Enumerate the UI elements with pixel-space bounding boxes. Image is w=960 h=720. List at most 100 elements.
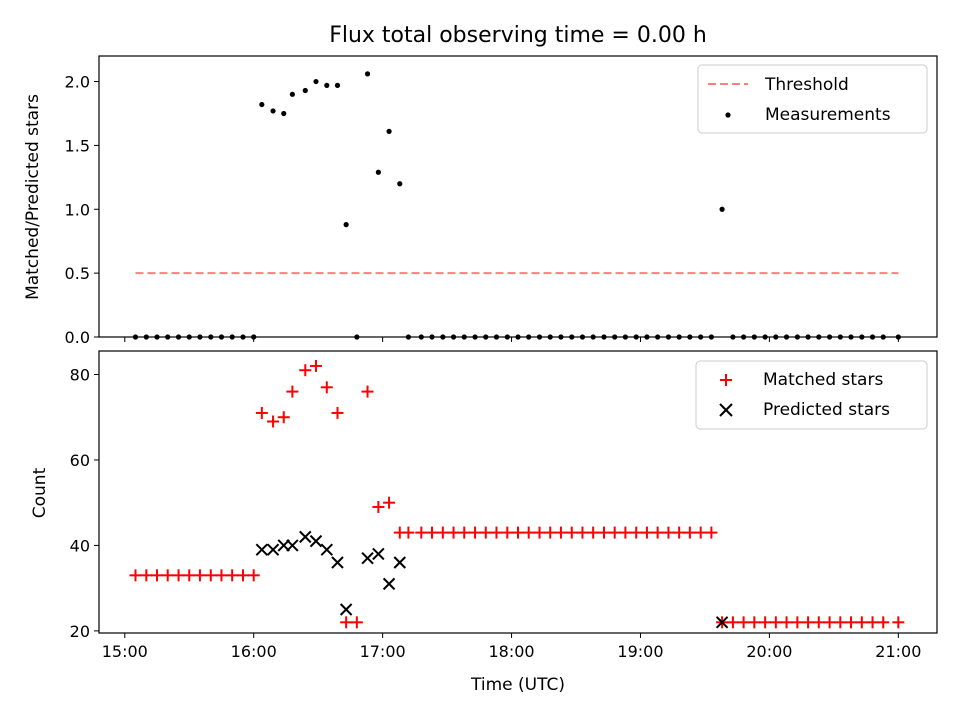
y-tick-label: 1.5 (65, 136, 90, 155)
measurement-point (324, 82, 330, 88)
matched-star-point (383, 496, 396, 509)
x-axis-label: Time (UTC) (470, 675, 565, 695)
count-axis-ticks: 15:00 16:00 17:00 18:00 19:00 20:00 21:00 20 40 6… (70, 366, 922, 662)
matched-star-point (501, 526, 514, 539)
predicted-legend-label: Predicted stars (763, 400, 890, 420)
matched-star-point (436, 526, 449, 539)
matched-star-point (447, 526, 460, 539)
matched-star-point (372, 500, 385, 513)
matched-star-point (855, 616, 868, 629)
count-panel: 15:00 16:00 17:00 18:00 19:00 20:00 21:00 20 40 6… (30, 350, 938, 695)
matched-star-point (512, 526, 524, 539)
matched-star-point (361, 385, 374, 398)
matched-star-point (309, 359, 322, 372)
matched-star-point (247, 569, 260, 582)
measurement-point (302, 87, 308, 94)
matched-star-point (866, 616, 879, 629)
matched-star-point (576, 526, 589, 539)
matched-star-point (544, 526, 557, 539)
count-plot-area (129, 359, 905, 629)
count-legend: Matched stars Predicted stars (695, 360, 928, 430)
matched-star-point (726, 616, 739, 629)
matched-star-point (737, 616, 750, 629)
predicted-star-point (339, 603, 353, 616)
matched-star-point (255, 406, 268, 419)
matched-star-point (277, 411, 290, 424)
matched-star-point (597, 526, 610, 539)
predicted-star-point (331, 556, 344, 569)
x-tick-label: 17:00 (360, 642, 406, 661)
matched-star-point (823, 616, 836, 629)
matched-star-point (193, 569, 206, 582)
matched-star-point (608, 526, 621, 539)
matched-star-point (331, 406, 344, 419)
predicted-star-point (393, 556, 406, 569)
matched-star-point (267, 415, 280, 428)
ratio-axes-frame (98, 55, 938, 338)
matched-star-point (651, 526, 664, 539)
matched-star-point (286, 385, 299, 398)
matched-star-point (469, 526, 482, 539)
predicted-legend-swatch (719, 403, 733, 417)
matched-star-point (683, 526, 696, 539)
count-axes-frame (98, 350, 938, 634)
predicted-star-point (286, 539, 299, 552)
matched-star-point (522, 526, 535, 539)
matched-star-point (587, 526, 600, 539)
matched-star-point (458, 526, 471, 539)
y-tick-label: 0.0 (65, 328, 90, 347)
matched-star-point (748, 616, 761, 629)
ratio-legend-box (697, 64, 928, 134)
matched-legend-label: Matched stars (763, 370, 883, 390)
matched-star-point (759, 616, 772, 629)
matched-legend-swatch (720, 374, 732, 386)
matched-star-point (533, 526, 546, 539)
measurement-point (343, 222, 349, 228)
matched-star-point (490, 526, 503, 539)
measurement-point (334, 82, 341, 88)
measurement-point (289, 91, 295, 97)
matched-star-point (350, 616, 363, 629)
threshold-legend-label: Threshold (764, 75, 849, 95)
x-tick-label: 16:00 (231, 642, 277, 661)
matched-star-point (780, 616, 793, 629)
matched-star-point (479, 526, 492, 539)
matched-star-point (151, 569, 164, 582)
matched-star-point (226, 569, 239, 582)
predicted-star-point (266, 543, 280, 556)
matched-star-point (769, 616, 782, 629)
predicted-star-point (372, 547, 385, 561)
measurements-legend-swatch (725, 112, 731, 118)
matched-star-point (554, 526, 567, 539)
matched-star-point (237, 569, 250, 582)
matched-star-point (673, 526, 686, 539)
matched-star-point (161, 569, 174, 582)
matched-star-point (340, 616, 353, 629)
matched-star-point (892, 616, 905, 629)
y-tick-label: 80 (70, 366, 90, 385)
ratio-panel: Flux total observing time = 0.00 h 0.0 0.… (23, 23, 938, 347)
predicted-star-point (320, 543, 334, 556)
matched-star-point (845, 616, 858, 629)
measurement-point (397, 181, 403, 187)
y-tick-label: 40 (70, 536, 90, 555)
matched-star-point (877, 616, 890, 629)
predicted-star-point (382, 577, 396, 591)
matched-star-point (802, 616, 815, 629)
x-tick-label: 21:00 (875, 642, 921, 661)
matched-star-point (172, 569, 185, 582)
matched-star-point (299, 364, 312, 377)
count-legend-box (695, 360, 928, 430)
matched-star-point (834, 616, 847, 629)
count-y-axis-label: Count (30, 467, 50, 518)
ratio-legend: Threshold Measurements (697, 64, 928, 134)
x-tick-label: 18:00 (488, 642, 534, 661)
matched-star-point (426, 526, 439, 539)
predicted-star-point (299, 530, 312, 544)
matched-star-point (791, 616, 804, 629)
chart-title: Flux total observing time = 0.00 h (329, 23, 707, 48)
y-tick-label: 60 (70, 451, 90, 470)
matched-star-point (402, 526, 415, 539)
measurement-point (270, 108, 276, 114)
